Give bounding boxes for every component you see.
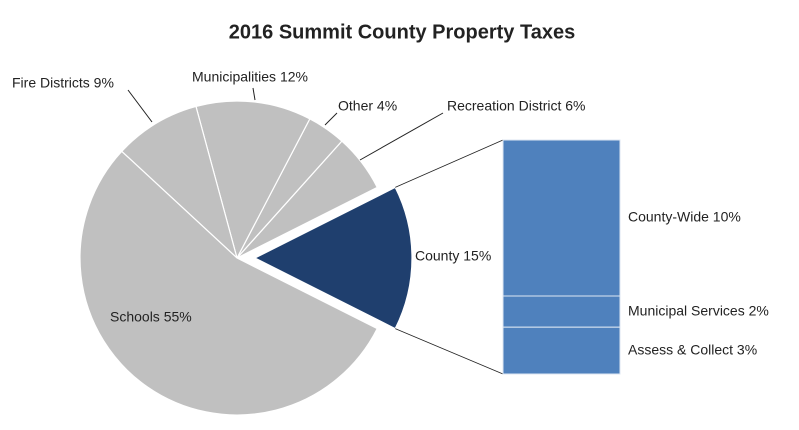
bar-segment — [502, 139, 621, 297]
data-label: Municipalities 12% — [192, 69, 308, 85]
data-label: Municipal Services 2% — [628, 302, 769, 318]
connector — [395, 139, 504, 188]
data-label: County-Wide 10% — [628, 209, 741, 225]
data-label: Assess & Collect 3% — [628, 341, 757, 357]
data-label: County 15% — [415, 248, 491, 264]
pie-slice — [120, 105, 239, 260]
chart-title: 2016 Summit County Property Taxes — [229, 21, 575, 43]
data-label: Schools 55% — [110, 309, 192, 325]
pie-slice — [195, 100, 311, 260]
pie-slice — [79, 150, 379, 416]
data-label: Recreation District 6% — [447, 98, 586, 114]
leader-line — [127, 89, 153, 123]
data-label: Fire Districts 9% — [12, 75, 114, 91]
bar-segment — [502, 326, 621, 375]
bar-segment — [502, 295, 621, 328]
pie-slice — [253, 186, 413, 330]
data-label: Other 4% — [338, 98, 397, 114]
leader-line — [359, 112, 444, 161]
connector — [395, 328, 504, 375]
leader-line — [252, 87, 256, 101]
leader-line — [324, 112, 338, 126]
